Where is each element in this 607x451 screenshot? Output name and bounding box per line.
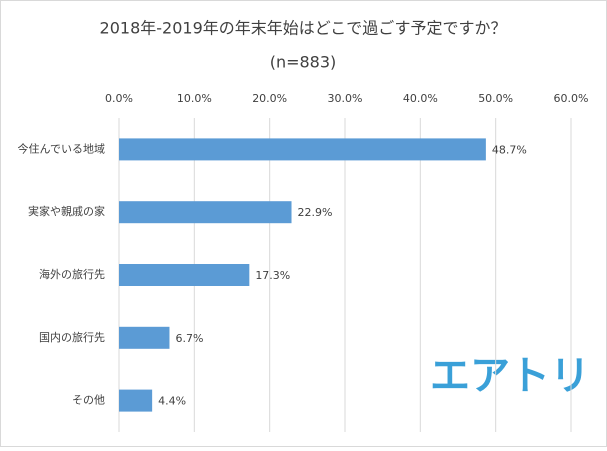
data-label: 6.7% [175,332,203,345]
x-tick-label: 50.0% [478,92,513,105]
data-label: 48.7% [492,143,527,156]
x-tick-label: 20.0% [252,92,287,105]
y-tick-label: 実家や親戚の家 [28,204,105,218]
x-tick-label: 30.0% [328,92,363,105]
y-tick-label: その他 [72,394,105,407]
y-tick-label: 国内の旅行先 [39,330,105,344]
chart-subtitle: (n=883) [270,53,337,72]
data-label: 17.3% [255,269,290,282]
x-tick-label: 10.0% [177,92,212,105]
bar [119,326,170,349]
data-label: 4.4% [158,395,186,408]
data-label: 22.9% [298,206,333,219]
bar [119,201,292,224]
y-tick-label: 海外の旅行先 [39,267,105,281]
logo: エアトリ [430,353,590,399]
y-tick-label: 今住んでいる地域 [18,141,105,155]
x-tick-label: 40.0% [403,92,438,105]
x-tick-label: 60.0% [554,92,589,105]
bar [119,389,153,412]
x-tick-label: 0.0% [105,92,133,105]
chart-title: 2018年-2019年の年末年始はどこで過ごす予定ですか？ [100,19,507,38]
bar [119,138,486,161]
bar [119,264,250,286]
